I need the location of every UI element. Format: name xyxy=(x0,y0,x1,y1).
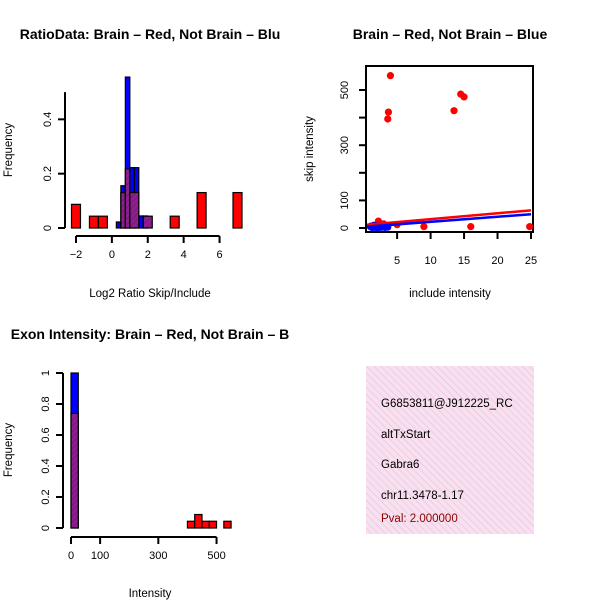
info-gene: Gabra6 xyxy=(381,459,419,471)
brain-point xyxy=(450,107,458,115)
ratio-histogram-brain-bar xyxy=(169,215,180,229)
info-probe-id: G6853811@J912225_RC xyxy=(381,398,513,410)
intensity-scatter-axes: 5 10 15 20 25 0 100 300 500 xyxy=(339,81,537,267)
brain-point xyxy=(384,115,392,123)
info-panel-background xyxy=(366,366,534,534)
ratio-histogram-y-tick-label: 0 xyxy=(42,225,54,231)
ratio-histogram-axes: −2 0 2 4 6 0 0.2 0.4 xyxy=(42,92,223,261)
intensity-scatter-x-tick-label: 25 xyxy=(525,255,537,267)
exon-intensity-histogram-brain-bar xyxy=(223,520,232,529)
brain-point xyxy=(420,223,428,231)
intensity-scatter-xlabel: include intensity xyxy=(409,288,491,300)
ratio-histogram-brain-bar xyxy=(142,215,153,229)
exon-intensity-histogram-axes: 0 100 300 500 0 0.2 0.4 0.6 0.8 1 xyxy=(40,370,226,562)
ratio-histogram-brain-bar xyxy=(97,215,108,229)
ratio-histogram-brain-bar xyxy=(124,168,131,229)
intensity-scatter-ylabel: skip intensity xyxy=(304,116,316,182)
intensity-scatter-title: Brain – Red, Not Brain – Blue xyxy=(353,26,548,42)
ratio-histogram-brain-bar xyxy=(70,203,82,229)
exon-intensity-histogram-xlabel: Intensity xyxy=(129,588,172,600)
exon-intensity-histogram-y-tick-label: 0.4 xyxy=(40,458,52,473)
ratio-histogram-brain-bar xyxy=(232,191,243,229)
ratio-histogram-not-brain-bar xyxy=(115,221,122,229)
ratio-histogram-not-brain-bar xyxy=(138,215,144,229)
brain-point xyxy=(386,72,395,80)
exon-intensity-histogram-y-tick-label: 0.8 xyxy=(40,396,52,411)
intensity-scatter: Brain – Red, Not Brain – Blue 5 10 15 20 25 0… xyxy=(304,26,547,300)
exon-intensity-histogram-y-tick-label: 0.2 xyxy=(40,489,52,504)
exon-intensity-histogram-brain-bar xyxy=(70,412,79,529)
brain-point xyxy=(526,223,534,231)
exon-intensity-histogram: Exon Intensity: Brain – Red, Not Brain –… xyxy=(3,326,289,600)
ratio-histogram: RatioData: Brain – Red, Not Brain – Blu … xyxy=(3,26,280,300)
exon-intensity-histogram-brain-bar xyxy=(201,520,210,529)
info-panel: G6853811@J912225_RC altTxStart Gabra6 ch… xyxy=(366,366,534,534)
exon-intensity-histogram-x-tick-label: 300 xyxy=(149,550,167,562)
exon-intensity-histogram-x-tick-label: 100 xyxy=(91,550,109,562)
ratio-histogram-x-tick-label: 0 xyxy=(109,249,115,261)
brain-fit-line xyxy=(366,209,532,226)
intensity-scatter-y-tick-label: 0 xyxy=(339,225,351,231)
ratio-histogram-title: RatioData: Brain – Red, Not Brain – Blu xyxy=(20,26,281,42)
not-brain-fit-line xyxy=(366,212,532,228)
intensity-scatter-x-tick-label: 5 xyxy=(394,255,400,267)
exon-intensity-histogram-title: Exon Intensity: Brain – Red, Not Brain –… xyxy=(11,326,290,342)
ratio-histogram-xlabel: Log2 Ratio Skip/Include xyxy=(89,288,210,300)
intensity-scatter-x-tick-label: 15 xyxy=(458,255,470,267)
intensity-scatter-x-tick-label: 20 xyxy=(491,255,503,267)
ratio-histogram-bars xyxy=(70,76,243,229)
ratio-histogram-brain-bar xyxy=(196,191,207,229)
ratio-histogram-brain-bar xyxy=(120,191,126,229)
exon-intensity-histogram-brain-bar xyxy=(194,513,203,529)
exon-intensity-histogram-bars xyxy=(70,372,232,529)
exon-intensity-histogram-x-tick-label: 500 xyxy=(207,550,225,562)
intensity-scatter-y-tick-label: 500 xyxy=(339,81,351,99)
intensity-scatter-x-tick-label: 10 xyxy=(424,255,436,267)
exon-intensity-histogram-ylabel: Frequency xyxy=(3,423,15,478)
exon-intensity-histogram-x-tick-label: 0 xyxy=(68,550,74,562)
info-pval: Pval: 2.000000 xyxy=(381,513,458,525)
ratio-histogram-ylabel: Frequency xyxy=(3,123,15,178)
ratio-histogram-x-tick-label: 4 xyxy=(181,249,187,261)
intensity-scatter-y-tick-label: 100 xyxy=(339,191,351,209)
ratio-histogram-brain-bar xyxy=(88,215,100,229)
exon-intensity-histogram-brain-bar xyxy=(208,520,218,529)
intensity-scatter-marks xyxy=(366,72,534,232)
intensity-scatter-y-tick-label: 300 xyxy=(339,136,351,154)
brain-point xyxy=(384,108,393,116)
ratio-histogram-y-tick-label: 0.2 xyxy=(42,166,54,181)
exon-intensity-histogram-brain-bar xyxy=(186,520,196,529)
ratio-histogram-x-tick-label: 6 xyxy=(216,249,222,261)
intensity-scatter-plot-box xyxy=(365,65,534,233)
exon-intensity-histogram-y-tick-label: 1 xyxy=(40,370,52,376)
brain-point xyxy=(460,93,468,101)
exon-intensity-histogram-y-tick-label: 0 xyxy=(40,525,52,531)
info-location: chr11.3478-1.17 xyxy=(381,490,464,502)
info-event-type: altTxStart xyxy=(381,429,431,441)
ratio-histogram-x-tick-label: 2 xyxy=(145,249,151,261)
ratio-histogram-x-tick-label: −2 xyxy=(70,249,83,261)
ratio-histogram-brain-bar xyxy=(129,191,140,229)
ratio-histogram-y-tick-label: 0.4 xyxy=(42,112,54,127)
exon-intensity-histogram-y-tick-label: 0.6 xyxy=(40,427,52,442)
brain-point xyxy=(467,223,475,231)
